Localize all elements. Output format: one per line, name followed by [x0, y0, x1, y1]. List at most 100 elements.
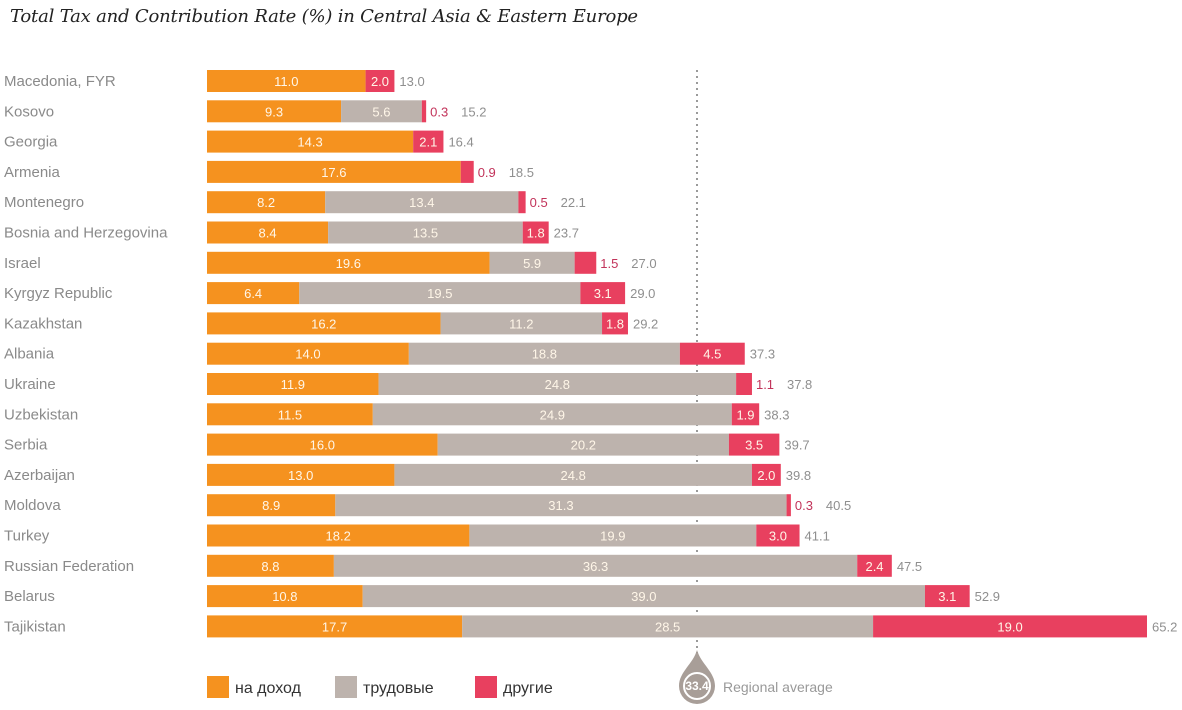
bar-value-label: 13.5	[413, 226, 438, 241]
total-value-label: 27.0	[631, 256, 656, 271]
category-label: Tajikistan	[4, 618, 66, 635]
total-value-label: 41.1	[805, 529, 830, 544]
regional-average-value: 33.4	[685, 679, 709, 693]
category-label: Uzbekistan	[4, 406, 78, 423]
category-label: Kazakhstan	[4, 315, 82, 332]
category-label: Serbia	[4, 437, 48, 454]
total-value-label: 15.2	[461, 104, 486, 119]
category-label: Albania	[4, 346, 55, 363]
bar-value-label: 2.0	[371, 74, 389, 89]
bar-segment-income	[207, 433, 438, 456]
category-label: Russian Federation	[4, 558, 134, 575]
total-value-label: 39.7	[784, 438, 809, 453]
bar-segment-other	[413, 130, 444, 153]
bar-value-label: 19.5	[427, 286, 452, 301]
bar-value-label: 17.6	[321, 165, 346, 180]
bar-segment-income	[207, 463, 395, 486]
bar-value-label: 1.8	[527, 226, 545, 241]
bar-segment-labor	[328, 221, 523, 244]
bar-segment-other	[518, 191, 526, 214]
total-value-label: 29.0	[630, 286, 655, 301]
bar-segment-income	[207, 191, 326, 214]
bar-segment-labor	[440, 312, 603, 335]
total-value-label: 40.5	[826, 498, 851, 513]
category-label: Turkey	[4, 528, 50, 545]
bar-value-label: 2.1	[419, 135, 437, 150]
bar-segment-income	[207, 251, 490, 274]
bar-segment-other	[679, 342, 745, 365]
legend-label: трудовые	[363, 680, 434, 697]
bar-value-label: 20.2	[571, 438, 596, 453]
bar-segment-labor	[378, 373, 737, 395]
bar-value-label: 0.3	[795, 498, 813, 513]
bar-segment-other	[365, 70, 395, 92]
category-label: Macedonia, FYR	[4, 73, 116, 90]
bar-segment-labor	[333, 554, 858, 577]
bar-value-label: 31.3	[548, 498, 573, 513]
bar-value-label: 13.0	[288, 468, 313, 483]
category-label: Israel	[4, 255, 41, 272]
bar-value-label: 3.0	[769, 529, 787, 544]
bar-value-label: 10.8	[272, 589, 297, 604]
bar-segment-income	[207, 342, 409, 365]
bar-value-label: 17.7	[322, 619, 347, 634]
total-value-label: 52.9	[975, 589, 1000, 604]
bar-value-label: 14.3	[297, 135, 322, 150]
bar-value-label: 18.8	[532, 347, 557, 362]
bar-value-label: 18.2	[326, 529, 351, 544]
category-label: Montenegro	[4, 194, 84, 211]
bar-segment-income	[207, 373, 379, 395]
total-value-label: 65.2	[1152, 619, 1177, 634]
bar-value-label: 8.8	[261, 559, 279, 574]
bar-segment-other	[731, 403, 760, 426]
bar-segment-other	[786, 494, 791, 517]
bar-segment-labor	[299, 282, 581, 305]
bar-segment-income	[207, 100, 342, 123]
bar-segment-income	[207, 615, 463, 638]
bar-value-label: 8.4	[259, 226, 277, 241]
bar-segment-income	[207, 524, 470, 547]
bar-segment-income	[207, 403, 373, 426]
bar-segment-income	[207, 554, 334, 577]
total-value-label: 37.8	[787, 377, 812, 392]
category-label: Armenia	[4, 164, 61, 181]
bar-segment-labor	[437, 433, 729, 456]
bar-value-label: 5.6	[372, 104, 390, 119]
bar-value-label: 16.0	[310, 438, 335, 453]
bar-value-label: 4.5	[703, 347, 721, 362]
bar-segment-other	[751, 463, 781, 486]
total-value-label: 23.7	[554, 226, 579, 241]
bar-value-label: 11.0	[274, 74, 298, 89]
bar-segment-labor	[408, 342, 680, 365]
chart-title: Total Tax and Contribution Rate (%) in C…	[10, 6, 638, 27]
total-value-label: 37.3	[750, 347, 775, 362]
bar-segment-labor	[394, 463, 752, 486]
bar-value-label: 8.9	[262, 498, 280, 513]
bar-value-label: 0.3	[430, 104, 448, 119]
bar-value-label: 3.1	[938, 589, 956, 604]
legend-swatch	[335, 676, 357, 698]
legend-label: другие	[503, 680, 553, 697]
bar-value-label: 39.0	[631, 589, 656, 604]
bar-value-label: 1.8	[606, 316, 624, 331]
bar-segment-labor	[325, 191, 519, 214]
bar-segment-other	[873, 615, 1147, 638]
bar-value-label: 3.5	[745, 438, 763, 453]
bar-value-label: 3.1	[594, 286, 612, 301]
bar-segment-other	[580, 282, 626, 305]
total-value-label: 39.8	[786, 468, 811, 483]
bar-segment-labor	[341, 100, 422, 123]
total-value-label: 16.4	[448, 135, 473, 150]
total-value-label: 47.5	[897, 559, 922, 574]
bar-value-label: 13.4	[409, 195, 434, 210]
category-label: Moldova	[4, 497, 61, 514]
bar-segment-income	[207, 221, 329, 244]
total-value-label: 38.3	[764, 407, 789, 422]
bar-segment-other	[460, 160, 474, 183]
category-label: Kosovo	[4, 103, 54, 120]
bar-segment-other	[857, 554, 892, 577]
bar-value-label: 16.2	[311, 316, 336, 331]
bar-value-label: 11.5	[278, 407, 302, 422]
total-value-label: 29.2	[633, 316, 658, 331]
